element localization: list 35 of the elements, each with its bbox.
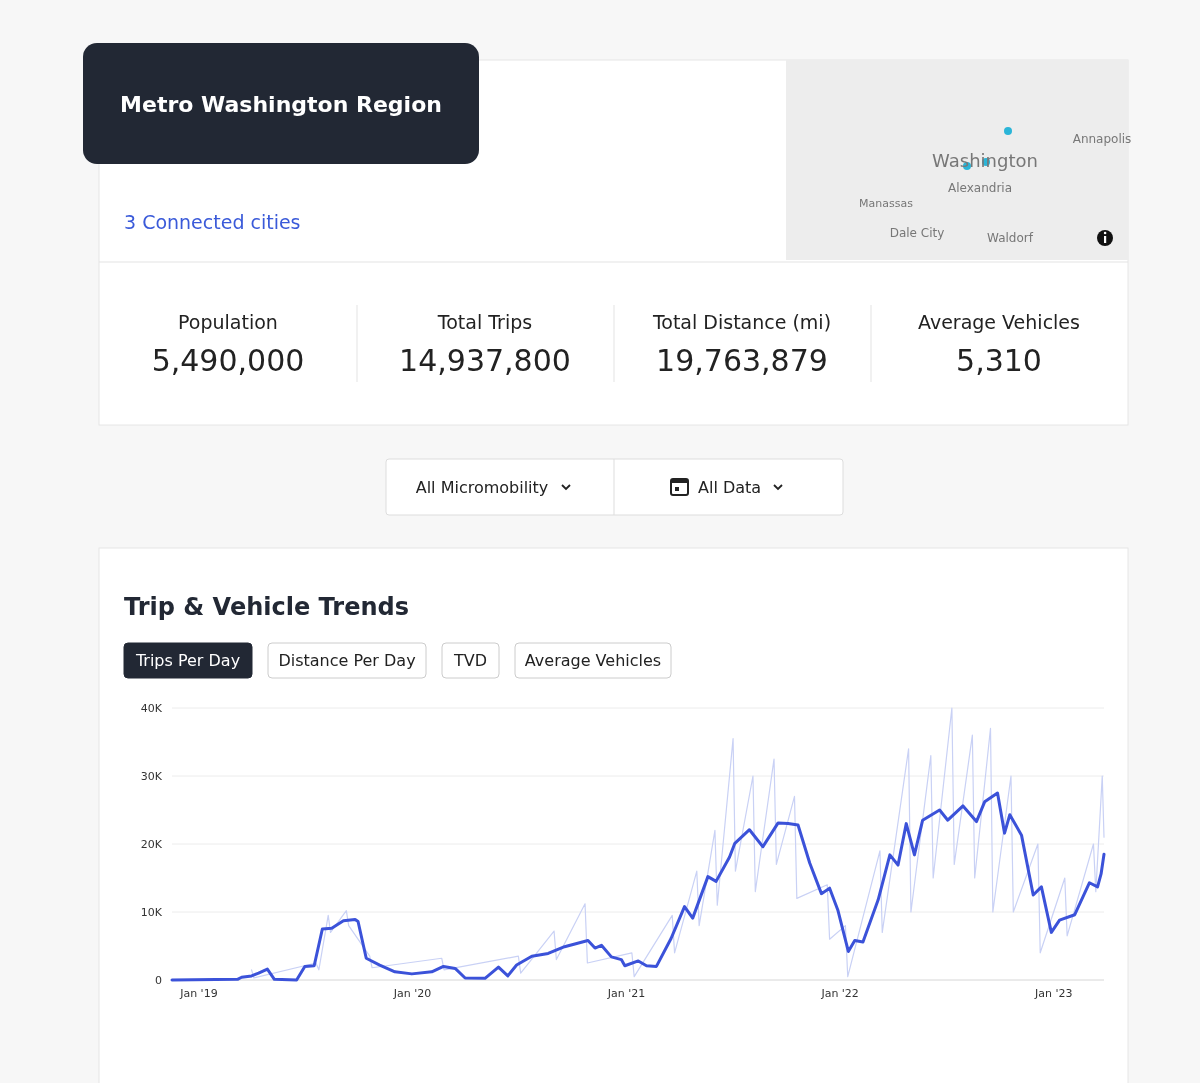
text: 14,937,800 [399, 343, 571, 378]
text: 5,310 [956, 343, 1042, 378]
text: Waldorf [987, 231, 1034, 245]
line-series [170, 791, 1106, 982]
text: Trips Per Day [134, 651, 241, 670]
text: Annapolis [1072, 132, 1132, 146]
text: All Data [698, 478, 762, 497]
text: TVD [452, 651, 488, 670]
y-tick-label: 0 [155, 974, 162, 987]
text: Alexandria [947, 181, 1013, 195]
x-tick-label: Jan '19 [179, 987, 218, 1000]
text: Washington [932, 150, 1038, 171]
text: Metro Washington Region [120, 92, 442, 117]
text: Population [178, 311, 278, 333]
text: Average Vehicles [918, 311, 1080, 333]
y-tick-label: 40K [140, 702, 163, 715]
x-tick-label: Jan '22 [820, 987, 859, 1000]
x-tick-label: Jan '23 [1033, 987, 1073, 1000]
text: Total Distance (mi) [651, 311, 832, 333]
x-tick-label: Jan '20 [392, 987, 432, 1000]
y-tick-label: 20K [140, 838, 163, 851]
text: 19,763,879 [656, 343, 828, 378]
text: Manassas [859, 197, 914, 210]
line-series [250, 707, 1105, 979]
text: Average Vehicles [524, 651, 662, 670]
text: Dale City [889, 226, 945, 240]
text: All Micromobility [415, 478, 549, 497]
y-tick-label: 30K [140, 770, 163, 783]
text: 3 Connected cities [124, 211, 301, 233]
text: Distance Per Day [278, 651, 416, 670]
text: Total Trips [436, 311, 533, 333]
y-tick-label: 10K [140, 906, 163, 919]
chart-title: Trip & Vehicle Trends [124, 593, 409, 621]
x-tick-label: Jan '21 [606, 987, 646, 1000]
text: 5,490,000 [151, 343, 305, 378]
